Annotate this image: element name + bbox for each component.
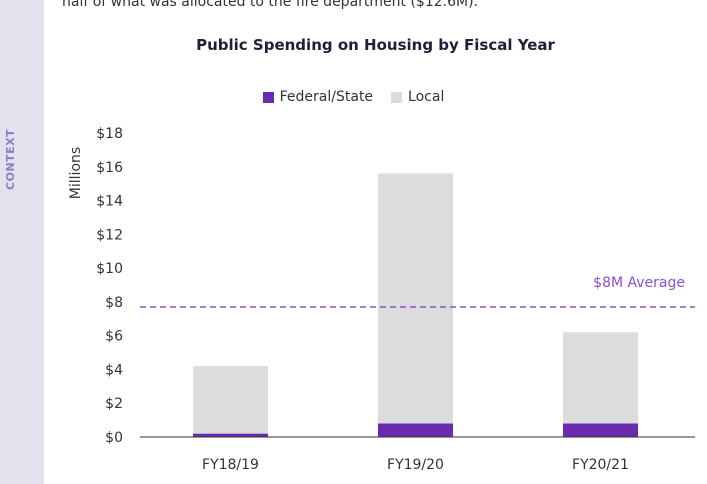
legend-label-federal-state: Federal/State xyxy=(279,89,374,105)
x-tick-label: FY18/19 xyxy=(202,457,259,473)
y-tick-label: $6 xyxy=(105,329,123,345)
legend-item-federal-state: Federal/State xyxy=(262,89,374,105)
y-tick-label: $2 xyxy=(105,396,123,412)
x-tick-label: FY20/21 xyxy=(572,457,629,473)
bar-federal-state xyxy=(193,433,268,437)
legend-item-local: Local xyxy=(391,89,444,105)
y-axis-label: Millions xyxy=(68,147,84,199)
y-tick-label: $16 xyxy=(96,160,123,176)
intro-text: half of what was allocated to the fire d… xyxy=(62,0,478,10)
y-tick-label: $14 xyxy=(96,194,123,210)
legend-label-local: Local xyxy=(408,89,445,105)
y-tick-label: $10 xyxy=(96,261,123,277)
y-tick-label: $18 xyxy=(96,126,123,142)
bar-local xyxy=(563,332,638,424)
bar-federal-state xyxy=(378,423,453,437)
y-tick-label: $4 xyxy=(105,362,123,378)
average-label: $8M Average xyxy=(593,275,685,291)
y-tick-label: $0 xyxy=(105,430,123,446)
chart-title: Public Spending on Housing by Fiscal Yea… xyxy=(196,36,555,54)
side-band xyxy=(0,0,44,484)
legend-swatch-federal-state xyxy=(262,91,274,103)
y-tick-label: $12 xyxy=(96,227,123,243)
y-tick-label: $8 xyxy=(105,295,123,311)
x-tick-label: FY19/20 xyxy=(387,457,444,473)
legend: Federal/State Local xyxy=(0,89,707,105)
bar-local xyxy=(193,366,268,434)
bar-local xyxy=(378,173,453,424)
bar-federal-state xyxy=(563,423,638,437)
legend-swatch-local xyxy=(391,91,403,103)
